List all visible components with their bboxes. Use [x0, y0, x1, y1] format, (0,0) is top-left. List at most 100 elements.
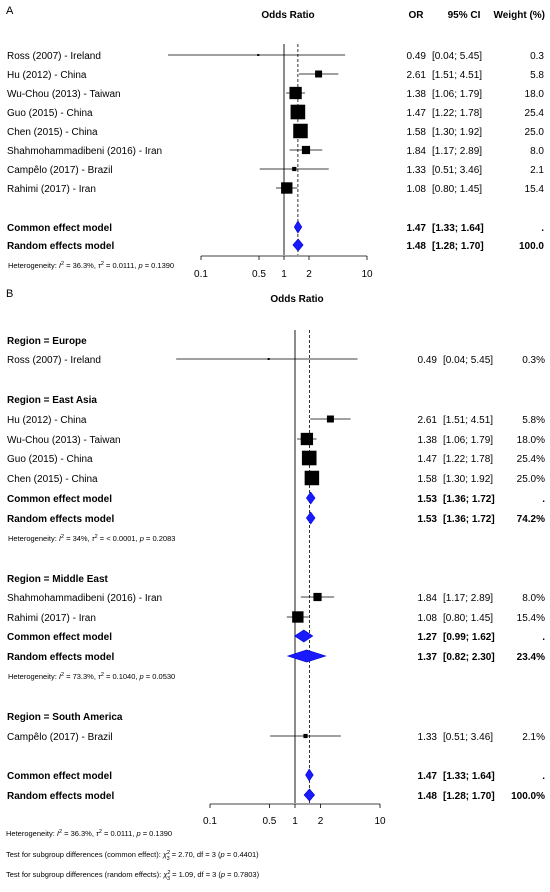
panel-a-study-label: Rahimi (2017) - Iran — [7, 184, 96, 195]
panel-b-summary-label: Common effect model — [7, 632, 112, 643]
panel-b-overall-diamond — [305, 768, 314, 782]
panel-b-subgroup-heading: Region = South America — [7, 712, 123, 723]
panel-b-subgroup-test-common-part: = 2.70, df = 3 ( — [170, 850, 221, 859]
panel-b-ci-value: [1.22; 1.78] — [443, 454, 493, 465]
panel-a-study-marker — [292, 166, 297, 172]
panel-b-subgroup-test-common-part: 3 — [167, 856, 170, 862]
panel-a-axis-title: Odds Ratio — [261, 10, 314, 21]
panel-b-subgroup-test-random-part: p — [220, 870, 225, 879]
panel-b-weight-value: 5.8% — [522, 415, 545, 426]
panel-a-study-label: Shahmohammadibeni (2016) - Iran — [7, 146, 162, 157]
panel-b-ci-value: [0.04; 5.45] — [443, 355, 493, 366]
panel-a-summary-ci: [1.28; 1.70] — [432, 241, 484, 252]
panel-a-summary-ci: [1.33; 1.64] — [432, 223, 484, 234]
panel-b-summary-ci: [0.82; 2.30] — [443, 652, 495, 663]
panel-b-heterogeneity-part: τ — [96, 829, 100, 838]
panel-b-or-value: 2.61 — [418, 415, 438, 426]
panel-a-header-weight: Weight (%) — [494, 10, 545, 21]
panel-b-ci-value: [1.17; 2.89] — [443, 593, 493, 604]
panel-b-weight-value: 25.0% — [517, 474, 545, 485]
panel-b-heterogeneity-part: I — [57, 829, 59, 838]
panel-b-summary-or: 1.27 — [418, 632, 438, 643]
panel-a-ci-value: [0.04; 5.45] — [432, 51, 482, 62]
panel-a-or-value: 1.58 — [407, 127, 427, 138]
panel-b-summary-ci: [1.36; 1.72] — [443, 494, 495, 505]
panel-a-study-marker — [293, 123, 308, 139]
panel-b-subgroup-test-random-part: = 0.7803) — [225, 870, 259, 879]
panel-b-subgroup-heterogeneity-part: 2 — [101, 672, 104, 678]
panel-a-weight-value: 8.0 — [530, 146, 544, 157]
panel-b-subgroup-heterogeneity-part: Heterogeneity: — [8, 672, 59, 681]
panel-a-weight-value: 0.3 — [530, 51, 544, 62]
panel-b-summary-weight: 74.2% — [517, 514, 545, 525]
panel-b-ci-value: [1.30; 1.92] — [443, 474, 493, 485]
panel-a-tick-label: 0.1 — [194, 269, 208, 280]
panel-b-overall-ci: [1.28; 1.70] — [443, 791, 495, 802]
panel-b-summary-or: 1.37 — [418, 652, 438, 663]
panel-b-tick-label: 0.1 — [203, 816, 217, 827]
panel-b-subgroup-heterogeneity-part: I — [59, 534, 61, 543]
panel-b-subgroup-test-common-part: p — [220, 850, 225, 859]
panel-a-summary-or: 1.48 — [407, 241, 427, 252]
panel-b-subgroup-test-common-part: Test for subgroup differences (common ef… — [6, 850, 163, 859]
panel-a-study-marker — [301, 145, 311, 155]
panel-b-summary-ci: [0.99; 1.62] — [443, 632, 495, 643]
panel-a-study-marker — [281, 182, 293, 194]
panel-b-subgroup-heterogeneity-part: = 0.1040, — [104, 672, 140, 681]
panel-a-weight-value: 25.4 — [525, 108, 545, 119]
panel-a-heterogeneity-part: = 0.1390 — [143, 261, 175, 270]
panel-b-weight-value: 18.0% — [517, 435, 545, 446]
panel-a-or-value: 2.61 — [407, 70, 427, 81]
panel-a-heterogeneity-part: τ — [98, 261, 102, 270]
panel-a-ci-value: [1.06; 1.79] — [432, 89, 482, 100]
panel-b-overall-weight: 100.0% — [511, 791, 545, 802]
panel-b-subgroup-test-common: Test for subgroup differences (common ef… — [6, 850, 259, 862]
panel-b-tick-label: 1 — [292, 816, 298, 827]
panel-b-study-label: Wu-Chou (2013) - Taiwan — [7, 435, 121, 446]
panel-b-study-marker — [300, 432, 314, 446]
panel-b-subgroup-test-common-part: 2 — [167, 850, 170, 856]
panel-b-overall-diamond — [303, 788, 315, 802]
panel-b-overall-or: 1.48 — [418, 791, 438, 802]
panel-b-summary-or: 1.53 — [418, 494, 438, 505]
panel-b-weight-value: 8.0% — [522, 593, 545, 604]
panel-b-study-marker — [304, 470, 320, 486]
panel-b-heterogeneity-part: = 0.0111, — [102, 829, 137, 838]
panel-b-study-label: Guo (2015) - China — [7, 454, 93, 465]
panel-b-summary-weight: . — [542, 494, 545, 505]
panel-a-ci-value: [0.51; 3.46] — [432, 165, 482, 176]
panel-a-summary-label: Common effect model — [7, 223, 112, 234]
panel-b-overall-label: Common effect model — [7, 771, 112, 782]
panel-b-subgroup-test-random-part: = 1.09, df = 3 ( — [170, 870, 221, 879]
panel-b-study-marker — [303, 733, 308, 739]
panel-b-subgroup-test-random-part: 2 — [167, 870, 170, 876]
panel-b-subgroup-test-random: Test for subgroup differences (random ef… — [6, 870, 260, 882]
panel-a-heterogeneity-part: 2 — [61, 261, 64, 267]
panel-b-or-value: 1.08 — [418, 613, 438, 624]
panel-a-or-value: 1.08 — [407, 184, 427, 195]
panel-b-weight-value: 0.3% — [522, 355, 545, 366]
panel-b-heterogeneity-part: = 0.1390 — [141, 829, 173, 838]
panel-a-study-label: Campêlo (2017) - Brazil — [7, 165, 113, 176]
panel-a-tick-label: 2 — [306, 269, 312, 280]
panel-b-subgroup-heterogeneity-part: p — [139, 534, 144, 543]
panel-b-weight-value: 15.4% — [517, 613, 545, 624]
panel-b-overall-or: 1.47 — [418, 771, 438, 782]
panel-b-ci-value: [0.51; 3.46] — [443, 732, 493, 743]
panel-a-or-value: 1.84 — [407, 146, 427, 157]
panel-a-or-value: 1.33 — [407, 165, 427, 176]
panel-a-weight-value: 2.1 — [530, 165, 544, 176]
panel-a-heterogeneity: Heterogeneity: I2 = 36.3%, τ2 = 0.0111, … — [8, 261, 174, 270]
panel-b-summary-weight: . — [542, 632, 545, 643]
panel-b-summary-diamond — [305, 491, 316, 505]
panel-a-or-value: 1.47 — [407, 108, 427, 119]
panel-b-study-label: Campêlo (2017) - Brazil — [7, 732, 113, 743]
panel-b-summary-label: Random effects model — [7, 652, 114, 663]
panel-b-subgroup-heterogeneity-part: p — [139, 672, 144, 681]
panel-b-subgroup-test-random-part: Test for subgroup differences (random ef… — [6, 870, 163, 879]
panel-b-summary-label: Common effect model — [7, 494, 112, 505]
panel-b-study-label: Shahmohammadibeni (2016) - Iran — [7, 593, 162, 604]
panel-a-summary-diamond — [293, 220, 303, 234]
panel-b-study-label: Ross (2007) - Ireland — [7, 355, 101, 366]
